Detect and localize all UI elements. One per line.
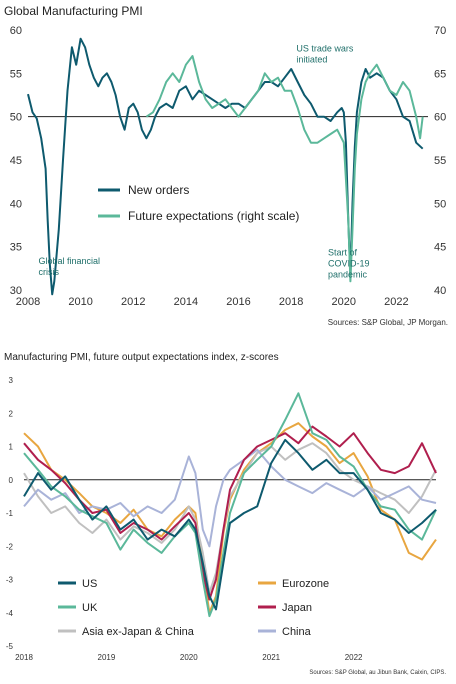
- chart2-ytick-4: -1: [6, 509, 14, 518]
- chart1-xtick-1: 2010: [68, 296, 92, 308]
- chart2-legend-label-0: US: [82, 578, 97, 590]
- chart1-xtick-7: 2022: [384, 296, 408, 308]
- chart1-legend-label-0: New orders: [128, 183, 189, 197]
- chart1-ytick-left-1: 35: [10, 242, 22, 254]
- chart1-annotation-0-line-1: initiated: [296, 55, 327, 65]
- chart1-ytick-right-2: 50: [434, 198, 446, 210]
- chart2-series-line-0: [23, 438, 437, 611]
- chart2-source: Sources: S&P Global, au Jibun Bank, Caix…: [309, 670, 446, 676]
- chart1-series-line-1: [145, 55, 424, 283]
- chart2-series-line-5: [23, 448, 437, 548]
- chart1-xtick-3: 2014: [174, 296, 198, 308]
- chart1-ytick-left-3: 45: [10, 155, 22, 167]
- chart2-legend-label-1: UK: [82, 602, 98, 614]
- chart2-xtick-3: 2021: [262, 653, 280, 662]
- chart1-ytick-right-0: 40: [434, 285, 446, 297]
- chart1-ytick-right-5: 65: [434, 68, 446, 80]
- chart1-legend-label-1: Future expectations (right scale): [128, 209, 299, 223]
- chart1-ytick-left-4: 50: [10, 112, 22, 124]
- chart2-legend-label-4: Japan: [282, 602, 312, 614]
- chart1-xtick-0: 2008: [16, 296, 40, 308]
- chart1-ytick-left-5: 55: [10, 68, 22, 80]
- chart1-ytick-left-0: 30: [10, 285, 22, 297]
- chart1-ytick-left-2: 40: [10, 198, 22, 210]
- chart1-annotation-2-line-0: Start of: [328, 247, 358, 257]
- chart2-ytick-3: 0: [9, 476, 14, 485]
- chart1-ytick-right-4: 60: [434, 112, 446, 124]
- chart2-title: Manufacturing PMI, future output expecta…: [4, 352, 279, 363]
- chart2-xtick-1: 2019: [98, 653, 116, 662]
- chart2-xtick-2: 2020: [180, 653, 198, 662]
- chart1-annotation-0-line-0: US trade wars: [296, 44, 354, 54]
- chart2-series-line-1: [23, 392, 437, 618]
- chart1-ytick-right-6: 70: [434, 25, 446, 37]
- chart2-legend-label-3: Eurozone: [282, 578, 329, 590]
- chart1-title: Global Manufacturing PMI: [4, 4, 143, 18]
- chart2-legend-label-2: Asia ex-Japan & China: [82, 626, 195, 638]
- chart1-xtick-5: 2018: [279, 296, 303, 308]
- chart1-xtick-6: 2020: [332, 296, 356, 308]
- chart2-ytick-1: 2: [9, 409, 14, 418]
- chart2-ytick-8: -5: [6, 642, 14, 651]
- chart1-annotation-1-line-0: Global financial: [39, 256, 101, 266]
- chart1-xtick-4: 2016: [226, 296, 250, 308]
- chart1-source: Sources: S&P Global, JP Morgan.: [327, 318, 448, 327]
- chart1-ytick-right-3: 55: [434, 155, 446, 167]
- chart1-ytick-right-1: 45: [434, 242, 446, 254]
- chart1-annotation-2-line-1: COVID-19: [328, 258, 370, 268]
- chart2-ytick-7: -4: [6, 609, 14, 618]
- chart2-ytick-0: 3: [9, 376, 14, 385]
- chart1-annotation-2-line-2: pandemic: [328, 269, 368, 279]
- chart1-xtick-2: 2012: [121, 296, 145, 308]
- chart1-annotation-1-line-1: crisis: [39, 267, 60, 277]
- chart2-series-line-3: [23, 422, 437, 614]
- chart2-xtick-0: 2018: [15, 653, 33, 662]
- chart2-series-line-4: [23, 425, 437, 601]
- chart1-ytick-left-6: 60: [10, 25, 22, 37]
- chart2-ytick-6: -3: [6, 576, 14, 585]
- chart2-xtick-4: 2022: [345, 653, 363, 662]
- chart2-legend-label-5: China: [282, 626, 312, 638]
- chart2-ytick-5: -2: [6, 542, 14, 551]
- chart2-ytick-2: 1: [9, 443, 14, 452]
